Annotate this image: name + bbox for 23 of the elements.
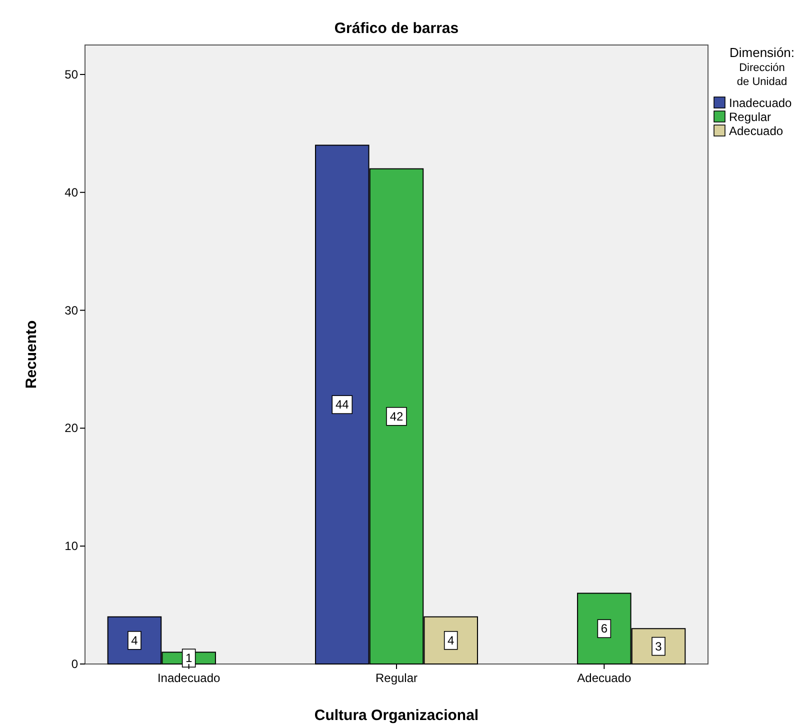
legend-label: Adecuado (729, 124, 784, 138)
data-label: 44 (335, 398, 350, 412)
y-tick-label: 0 (71, 657, 78, 671)
chart-title: Gráfico de barras (334, 20, 459, 37)
data-label: 1 (185, 651, 192, 666)
y-tick-label: 50 (64, 67, 78, 82)
legend-title: Dimensión: Dirección de Unidad (729, 45, 795, 88)
x-axis-title: Cultura Organizacional (314, 707, 479, 724)
y-tick-label: 10 (64, 539, 78, 554)
y-tick-label: 30 (64, 303, 78, 318)
data-label: 6 (600, 622, 608, 636)
y-tick-label: 20 (64, 421, 78, 436)
data-label: 4 (131, 633, 138, 648)
legend-label: Inadecuado (729, 96, 792, 110)
data-label: 42 (390, 409, 404, 424)
legend-label: Regular (729, 110, 772, 124)
data-label: 4 (448, 633, 455, 648)
x-tick-label: Inadecuado (157, 671, 221, 685)
x-tick-label: Adecuado (577, 671, 632, 685)
y-tick-label: 40 (64, 185, 78, 200)
y-axis-title: Recuento (23, 320, 40, 389)
data-label: 3 (655, 639, 662, 654)
x-tick-label: Regular (375, 671, 418, 685)
